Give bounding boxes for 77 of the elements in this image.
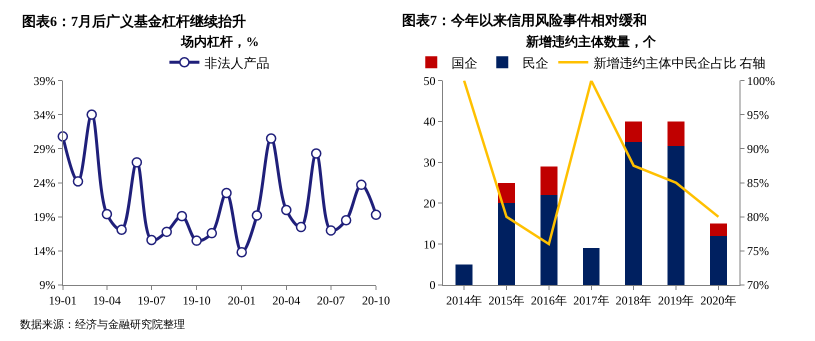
point bbox=[161, 226, 172, 238]
point bbox=[266, 133, 276, 144]
point bbox=[132, 157, 142, 168]
x-tick-label: 2015年 bbox=[488, 293, 524, 308]
source-note: 数据来源：经济与金融研究院整理 bbox=[20, 318, 185, 331]
point bbox=[236, 247, 247, 258]
y2-tick-label: 70% bbox=[747, 278, 770, 292]
chart-title: 图表6：7月后广义基金杠杆继续抬升 bbox=[22, 13, 246, 30]
y-tick-label: 29% bbox=[33, 142, 56, 156]
point bbox=[356, 180, 367, 190]
y2-tick-label: 85% bbox=[747, 176, 770, 190]
bar bbox=[582, 248, 600, 285]
y2-tick-label: 80% bbox=[747, 210, 770, 224]
point bbox=[370, 210, 382, 220]
x-tick-label: 2014年 bbox=[446, 293, 482, 308]
point bbox=[146, 234, 157, 246]
legend-label: 国企 bbox=[451, 55, 478, 70]
bar bbox=[710, 224, 727, 236]
bar bbox=[668, 121, 685, 146]
point bbox=[102, 208, 112, 220]
chart-subtitle: 场内杠杆，% bbox=[180, 34, 259, 49]
point bbox=[86, 109, 97, 120]
point bbox=[340, 214, 352, 226]
y2-tick-label: 90% bbox=[747, 142, 770, 156]
x-tick-label: 20-07 bbox=[316, 293, 345, 308]
bar bbox=[625, 121, 642, 142]
x-tick-label: 19-10 bbox=[182, 293, 211, 308]
point bbox=[116, 224, 127, 236]
y-tick-label: 34% bbox=[33, 108, 56, 122]
x-tick-label: 20-04 bbox=[272, 293, 300, 308]
x-tick-label: 2016年 bbox=[530, 293, 567, 308]
bar bbox=[456, 264, 473, 285]
point bbox=[176, 210, 188, 222]
y-tick-label: 40 bbox=[424, 114, 436, 129]
point bbox=[72, 176, 84, 187]
y-tick-label: 0 bbox=[430, 278, 436, 292]
point bbox=[191, 235, 202, 246]
legend-label: 非法人产品 bbox=[204, 55, 270, 70]
y2-tick-label: 95% bbox=[747, 108, 770, 122]
bar bbox=[625, 142, 642, 285]
x-tick-label: 20-10 bbox=[362, 293, 390, 308]
y-tick-label: 19% bbox=[33, 210, 56, 224]
bar bbox=[540, 166, 558, 196]
x-tick-label: 2019年 bbox=[658, 293, 694, 308]
y-tick-label: 30 bbox=[424, 156, 436, 170]
y2-tick-label: 100% bbox=[747, 74, 776, 88]
y-tick-label: 10 bbox=[424, 237, 436, 252]
line-series bbox=[462, 80, 720, 246]
x-tick-label: 19-07 bbox=[138, 293, 166, 308]
x-tick-label: 2018年 bbox=[616, 293, 652, 308]
y-tick-label: 9% bbox=[39, 278, 56, 292]
bar bbox=[710, 236, 727, 285]
chart-title: 图表7：今年以来信用风险事件相对缓和 bbox=[402, 13, 647, 29]
point bbox=[296, 222, 306, 232]
x-tick-label: 2017年 bbox=[573, 293, 610, 308]
y2-tick-label: 75% bbox=[747, 244, 770, 258]
x-tick-label: 2020年 bbox=[700, 293, 736, 308]
point bbox=[281, 204, 292, 216]
point bbox=[206, 228, 218, 238]
bar bbox=[498, 203, 515, 285]
bar bbox=[540, 195, 558, 285]
point bbox=[221, 188, 232, 198]
chart-subtitle: 新增违约主体数量，个 bbox=[525, 34, 657, 49]
y-tick-label: 50 bbox=[424, 74, 436, 88]
point bbox=[310, 148, 322, 159]
y-tick-label: 24% bbox=[33, 176, 56, 190]
y-tick-label: 20 bbox=[424, 196, 436, 210]
x-tick-label: 20-01 bbox=[228, 293, 256, 308]
bar bbox=[668, 146, 685, 285]
point bbox=[326, 225, 336, 236]
legend-label: 民企 bbox=[522, 55, 548, 70]
y-tick-label: 14% bbox=[33, 244, 56, 258]
x-tick-label: 19-01 bbox=[48, 293, 77, 308]
legend-label: 新增违约主体中民企占比 右轴 bbox=[593, 55, 766, 70]
point bbox=[252, 210, 262, 221]
x-tick-label: 19-04 bbox=[92, 293, 121, 308]
y-tick-label: 39% bbox=[33, 74, 56, 88]
